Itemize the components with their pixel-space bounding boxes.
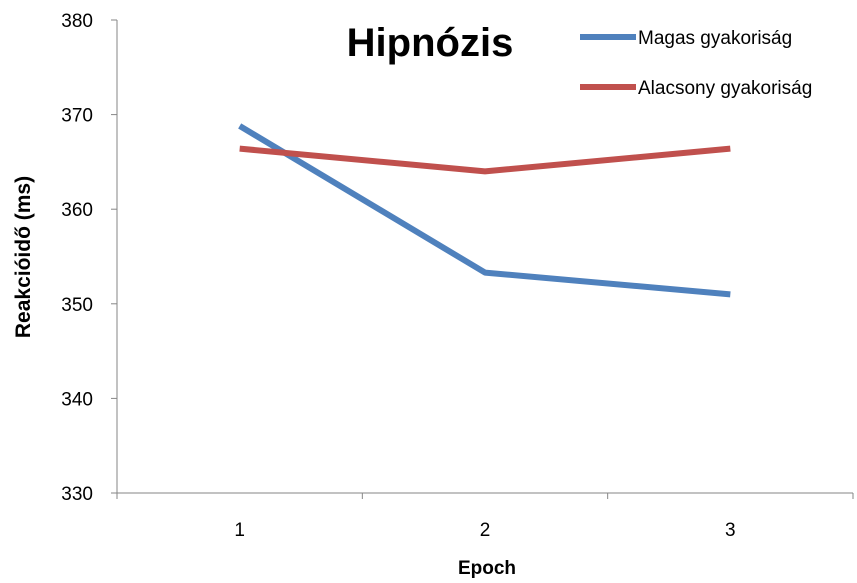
x-ticks: 1 2 3	[116, 493, 854, 541]
legend-item: Magas gyakoriság	[580, 28, 792, 49]
y-tick-label: 340	[61, 389, 93, 410]
legend-label: Alacsony gyakoriság	[638, 78, 812, 99]
legend-item: Alacsony gyakoriság	[580, 78, 812, 99]
x-tick-label: 1	[234, 520, 245, 541]
chart-title: Hipnózis	[347, 21, 514, 65]
y-tick-label: 380	[61, 11, 93, 32]
y-tick-label: 350	[61, 295, 93, 316]
legend: Magas gyakoriság Alacsony gyakoriság	[580, 28, 812, 99]
series-layer	[238, 123, 731, 298]
y-tick-label: 330	[61, 484, 93, 505]
series-line	[238, 123, 731, 298]
legend-label: Magas gyakoriság	[638, 28, 792, 49]
x-tick-label: 3	[725, 520, 736, 541]
x-tick-label: 2	[480, 520, 491, 541]
y-tick-label: 360	[61, 200, 93, 221]
x-axis-title: Epoch	[458, 558, 516, 579]
axes: 330 340 350 360 370 380 1 2 3	[61, 11, 854, 541]
y-ticks: 330 340 350 360 370 380	[61, 11, 117, 505]
y-tick-label: 370	[61, 106, 93, 127]
y-axis-title: Reakcióidő (ms)	[12, 176, 35, 338]
